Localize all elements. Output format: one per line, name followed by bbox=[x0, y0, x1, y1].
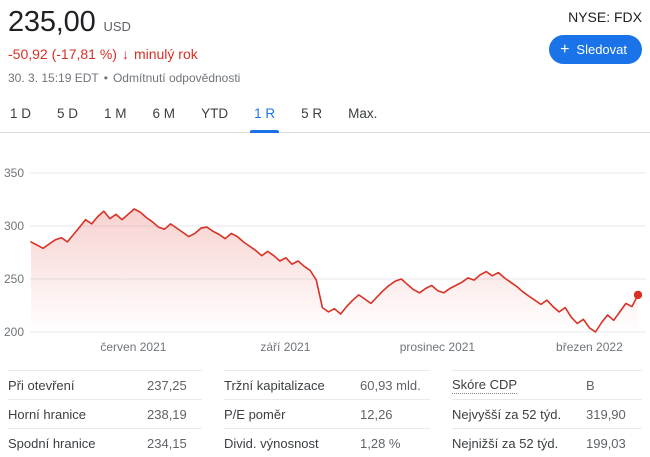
chart-area-fill bbox=[31, 209, 638, 332]
stat-row-open: Při otevření 237,25 bbox=[8, 370, 202, 399]
stat-value: 12,26 bbox=[360, 406, 393, 422]
stat-value: 199,03 bbox=[586, 435, 626, 451]
stat-value: 319,90 bbox=[586, 406, 626, 422]
svg-text:březen 2022: březen 2022 bbox=[556, 340, 623, 354]
stat-label: Divid. výnosnost bbox=[224, 435, 319, 451]
tab-1r-selected[interactable]: 1 R bbox=[241, 97, 288, 133]
disclaimer-link[interactable]: Odmítnutí odpovědnosti bbox=[112, 71, 241, 85]
range-tabs: 1 D 5 D 1 M 6 M YTD 1 R 5 R Max. bbox=[0, 97, 650, 133]
stat-value: B bbox=[586, 377, 595, 393]
currency-label: USD bbox=[103, 19, 131, 34]
stat-row-pe-ratio: P/E poměr 12,26 bbox=[224, 399, 430, 428]
svg-text:350: 350 bbox=[4, 166, 24, 180]
tab-6m[interactable]: 6 M bbox=[152, 106, 176, 121]
price-block: 235,00 USD -50,92 (-17,81 %) ↓ minulý ro… bbox=[8, 6, 240, 85]
stats-table: Při otevření 237,25 Horní hranice 238,19… bbox=[0, 370, 650, 457]
stat-value: 234,15 bbox=[147, 435, 187, 451]
header-right: NYSE: FDX + Sledovat bbox=[549, 6, 642, 64]
stats-column-1: Při otevření 237,25 Horní hranice 238,19… bbox=[8, 370, 202, 457]
stat-row-div-yield: Divid. výnosnost 1,28 % bbox=[224, 428, 430, 457]
stat-label: Nejnižší za 52 týd. bbox=[452, 435, 559, 451]
svg-text:200: 200 bbox=[4, 325, 24, 339]
stat-row-52wk-high: Nejvyšší za 52 týd. 319,90 bbox=[452, 399, 642, 428]
stats-column-2: Tržní kapitalizace 60,93 mld. P/E poměr … bbox=[224, 370, 430, 457]
tab-5r[interactable]: 5 R bbox=[301, 106, 323, 121]
tab-max[interactable]: Max. bbox=[348, 106, 378, 121]
tab-1d[interactable]: 1 D bbox=[10, 106, 32, 121]
svg-text:300: 300 bbox=[4, 219, 24, 233]
down-arrow-icon: ↓ bbox=[121, 46, 129, 62]
svg-text:250: 250 bbox=[4, 272, 24, 286]
stat-row-cdp-score: Skóre CDP B bbox=[452, 370, 642, 399]
price-chart-svg: 350 300 250 200 červen 2021 září 2021 prosine… bbox=[4, 166, 646, 354]
price-chart[interactable]: 350 300 250 200 červen 2021 září 2021 prosine… bbox=[0, 146, 650, 358]
chart-y-tick-labels: 350 300 250 200 bbox=[4, 166, 24, 339]
stat-row-52wk-low: Nejnižší za 52 týd. 199,03 bbox=[452, 428, 642, 457]
price-change-line: -50,92 (-17,81 %) ↓ minulý rok bbox=[8, 46, 240, 62]
stat-label: Nejvyšší za 52 týd. bbox=[452, 406, 562, 422]
svg-text:červen 2021: červen 2021 bbox=[100, 340, 166, 354]
stat-label: P/E poměr bbox=[224, 406, 286, 422]
stat-value: 60,93 mld. bbox=[360, 377, 421, 393]
exchange-ticker: NYSE: FDX bbox=[568, 9, 642, 25]
stock-price: 235,00 bbox=[8, 6, 96, 38]
stat-label: Tržní kapitalizace bbox=[224, 377, 325, 393]
stat-row-market-cap: Tržní kapitalizace 60,93 mld. bbox=[224, 370, 430, 399]
timestamp: 30. 3. 15:19 EDT bbox=[8, 71, 99, 85]
tab-ytd[interactable]: YTD bbox=[201, 106, 229, 121]
tab-5d[interactable]: 5 D bbox=[57, 106, 79, 121]
stat-label: Horní hranice bbox=[8, 406, 87, 422]
chart-x-axis-labels: červen 2021 září 2021 prosinec 2021 březen … bbox=[100, 340, 623, 354]
cdp-score-link[interactable]: Skóre CDP bbox=[452, 376, 518, 394]
stat-row-low: Spodní hranice 234,15 bbox=[8, 428, 202, 457]
follow-button-label: Sledovat bbox=[576, 42, 627, 57]
chart-last-price-dot bbox=[633, 290, 643, 300]
svg-text:září 2021: září 2021 bbox=[260, 340, 310, 354]
stat-value: 1,28 % bbox=[360, 435, 401, 451]
chart-price-line bbox=[30, 208, 639, 333]
stat-label: Při otevření bbox=[8, 377, 75, 393]
stats-column-3: Skóre CDP B Nejvyšší za 52 týd. 319,90 N… bbox=[452, 370, 642, 457]
svg-text:prosinec 2021: prosinec 2021 bbox=[400, 340, 476, 354]
tab-1m[interactable]: 1 M bbox=[104, 106, 127, 121]
stat-label: Spodní hranice bbox=[8, 435, 96, 451]
stat-row-high: Horní hranice 238,19 bbox=[8, 399, 202, 428]
separator-dot: • bbox=[103, 71, 108, 85]
header: 235,00 USD -50,92 (-17,81 %) ↓ minulý ro… bbox=[0, 0, 650, 85]
price-line: 235,00 USD bbox=[8, 6, 240, 39]
change-amount: -50,92 (-17,81 %) bbox=[8, 46, 117, 62]
stat-value: 237,25 bbox=[147, 377, 187, 393]
change-period: minulý rok bbox=[133, 46, 198, 62]
meta-line: 30. 3. 15:19 EDT • Odmítnutí odpovědnost… bbox=[8, 71, 240, 85]
plus-icon: + bbox=[560, 40, 570, 58]
stat-value: 238,19 bbox=[147, 406, 187, 422]
follow-button[interactable]: + Sledovat bbox=[549, 35, 642, 64]
